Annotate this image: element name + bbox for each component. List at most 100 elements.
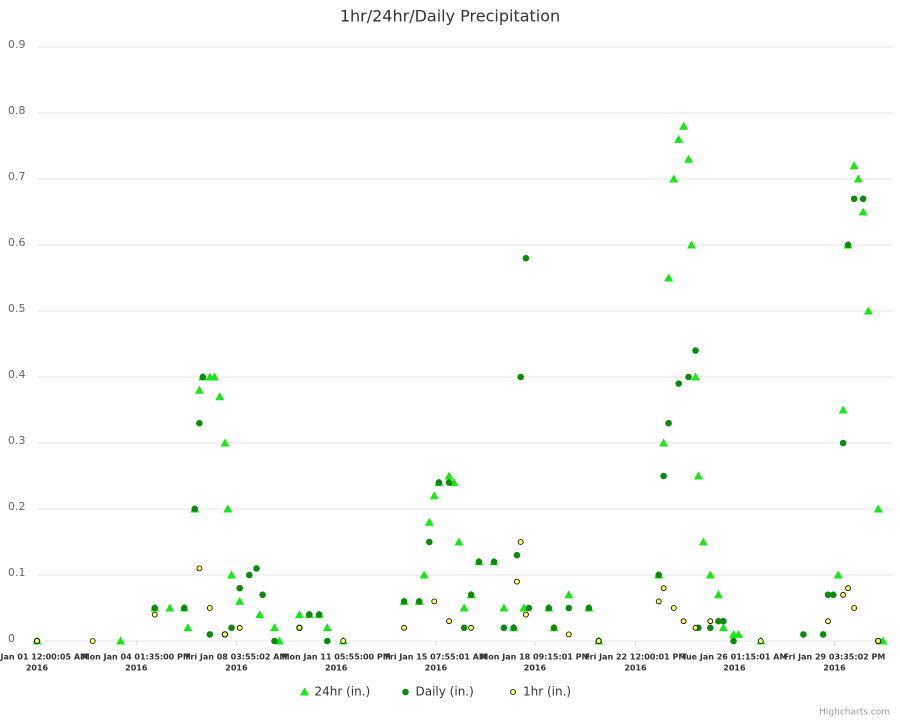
- circle-point: [715, 617, 722, 625]
- y-tick-label: 0.9: [8, 38, 26, 51]
- circle-point: [315, 611, 323, 618]
- triangle-point: [294, 610, 304, 619]
- circle-point: [757, 638, 764, 644]
- circle-point: [467, 591, 475, 599]
- triangle-point: [499, 603, 509, 612]
- circle-point: [660, 472, 667, 480]
- legend-label: Daily (in.): [416, 685, 474, 699]
- circle-point: [431, 598, 438, 605]
- triangle-point: [664, 273, 674, 282]
- legend-marker: [402, 688, 409, 696]
- circle-point: [675, 380, 683, 387]
- x-tick-label: Mon Jan 11 05:55:00 PM: [282, 653, 391, 662]
- circle-point: [522, 254, 530, 262]
- x-tick-label: Tue Jan 26 01:15:01 AM: [681, 653, 787, 662]
- x-tick-sublabel: 2016: [26, 664, 49, 673]
- circle-point: [819, 631, 827, 638]
- x-tick-label: Fri Jan 22 12:00:01 PM: [585, 653, 687, 662]
- triangle-point: [424, 517, 434, 526]
- triangle-point: [686, 240, 696, 249]
- circle-point: [305, 611, 313, 618]
- x-tick-label: Mon Jan 18 09:15:01 PM: [480, 653, 589, 662]
- triangle-point: [669, 174, 679, 183]
- circle-point: [510, 624, 518, 632]
- circle-point: [517, 539, 524, 545]
- circle-point: [206, 631, 214, 638]
- circle-point: [445, 479, 453, 486]
- triangle-point: [733, 629, 743, 638]
- circle-point: [839, 439, 847, 447]
- triangle-point: [838, 405, 848, 414]
- triangle-point: [183, 623, 193, 632]
- triangle-point: [705, 570, 715, 579]
- circle-point: [550, 624, 558, 632]
- x-tick-sublabel: 2016: [425, 664, 448, 673]
- x-tick-label: Fri Jan 29 03:35:02 PM: [784, 653, 886, 662]
- y-tick-label: 0.1: [8, 566, 26, 579]
- circle-point: [665, 419, 672, 427]
- credits: Highcharts.com: [819, 708, 890, 718]
- triangle-point: [713, 590, 723, 599]
- circle-point: [245, 571, 253, 579]
- circle-point: [191, 505, 199, 513]
- circle-point: [468, 624, 474, 631]
- x-tick-sublabel: 2016: [823, 664, 846, 673]
- circle-point: [525, 604, 533, 612]
- circle-point: [513, 551, 521, 559]
- circle-point: [829, 591, 837, 599]
- legend-label: 1hr (in.): [523, 685, 571, 699]
- circle-point: [595, 638, 602, 644]
- triangle-point: [684, 154, 694, 163]
- circle-point: [680, 618, 687, 625]
- x-tick-sublabel: 2016: [325, 664, 348, 673]
- circle-point: [340, 638, 347, 644]
- legend-marker: [300, 687, 309, 696]
- circle-point: [196, 419, 203, 427]
- circle-point: [655, 598, 662, 605]
- triangle-point: [853, 174, 863, 183]
- circle-point: [655, 571, 663, 579]
- circle-point: [323, 637, 331, 645]
- circle-point: [253, 565, 260, 572]
- y-tick-label: 0.3: [8, 434, 26, 447]
- circle-point: [415, 598, 423, 605]
- circle-point: [206, 605, 213, 611]
- circle-point: [199, 373, 207, 381]
- circle-point: [271, 637, 278, 645]
- circle-point: [151, 604, 159, 612]
- x-tick-sublabel: 2016: [125, 664, 148, 673]
- circle-point: [840, 591, 847, 598]
- triangle-point: [693, 471, 703, 480]
- circle-point: [259, 591, 266, 599]
- x-tick-label: Fri Jan 08 03:55:02 AM: [185, 653, 287, 662]
- circle-point: [400, 598, 408, 605]
- triangle-point: [698, 537, 708, 546]
- triangle-point: [215, 392, 225, 401]
- y-tick-label: 0.6: [8, 236, 26, 249]
- x-tick-label: Mon Jan 04 01:35:00 PM: [82, 653, 191, 662]
- x-tick-sublabel: 2016: [723, 664, 746, 673]
- circle-point: [475, 558, 483, 566]
- circle-point: [565, 631, 572, 638]
- triangle-point: [116, 636, 126, 645]
- x-tick-label: Fri Jan 01 12:00:05 AM: [0, 653, 88, 662]
- triangle-point: [194, 385, 204, 394]
- triangle-point: [459, 603, 469, 612]
- circle-point: [685, 373, 692, 381]
- circle-point: [222, 631, 228, 638]
- y-tick-label: 0.4: [8, 368, 26, 381]
- circle-point: [196, 565, 203, 572]
- circle-point: [181, 604, 188, 612]
- triangle-point: [679, 121, 689, 130]
- circle-point: [660, 585, 667, 592]
- circle-point: [800, 631, 807, 638]
- circle-point: [730, 637, 737, 645]
- legend-marker: [510, 689, 516, 695]
- circle-point: [517, 373, 524, 381]
- circle-point: [875, 638, 882, 644]
- circle-point: [89, 638, 96, 644]
- circle-point: [426, 538, 433, 546]
- x-tick-sublabel: 2016: [225, 664, 248, 673]
